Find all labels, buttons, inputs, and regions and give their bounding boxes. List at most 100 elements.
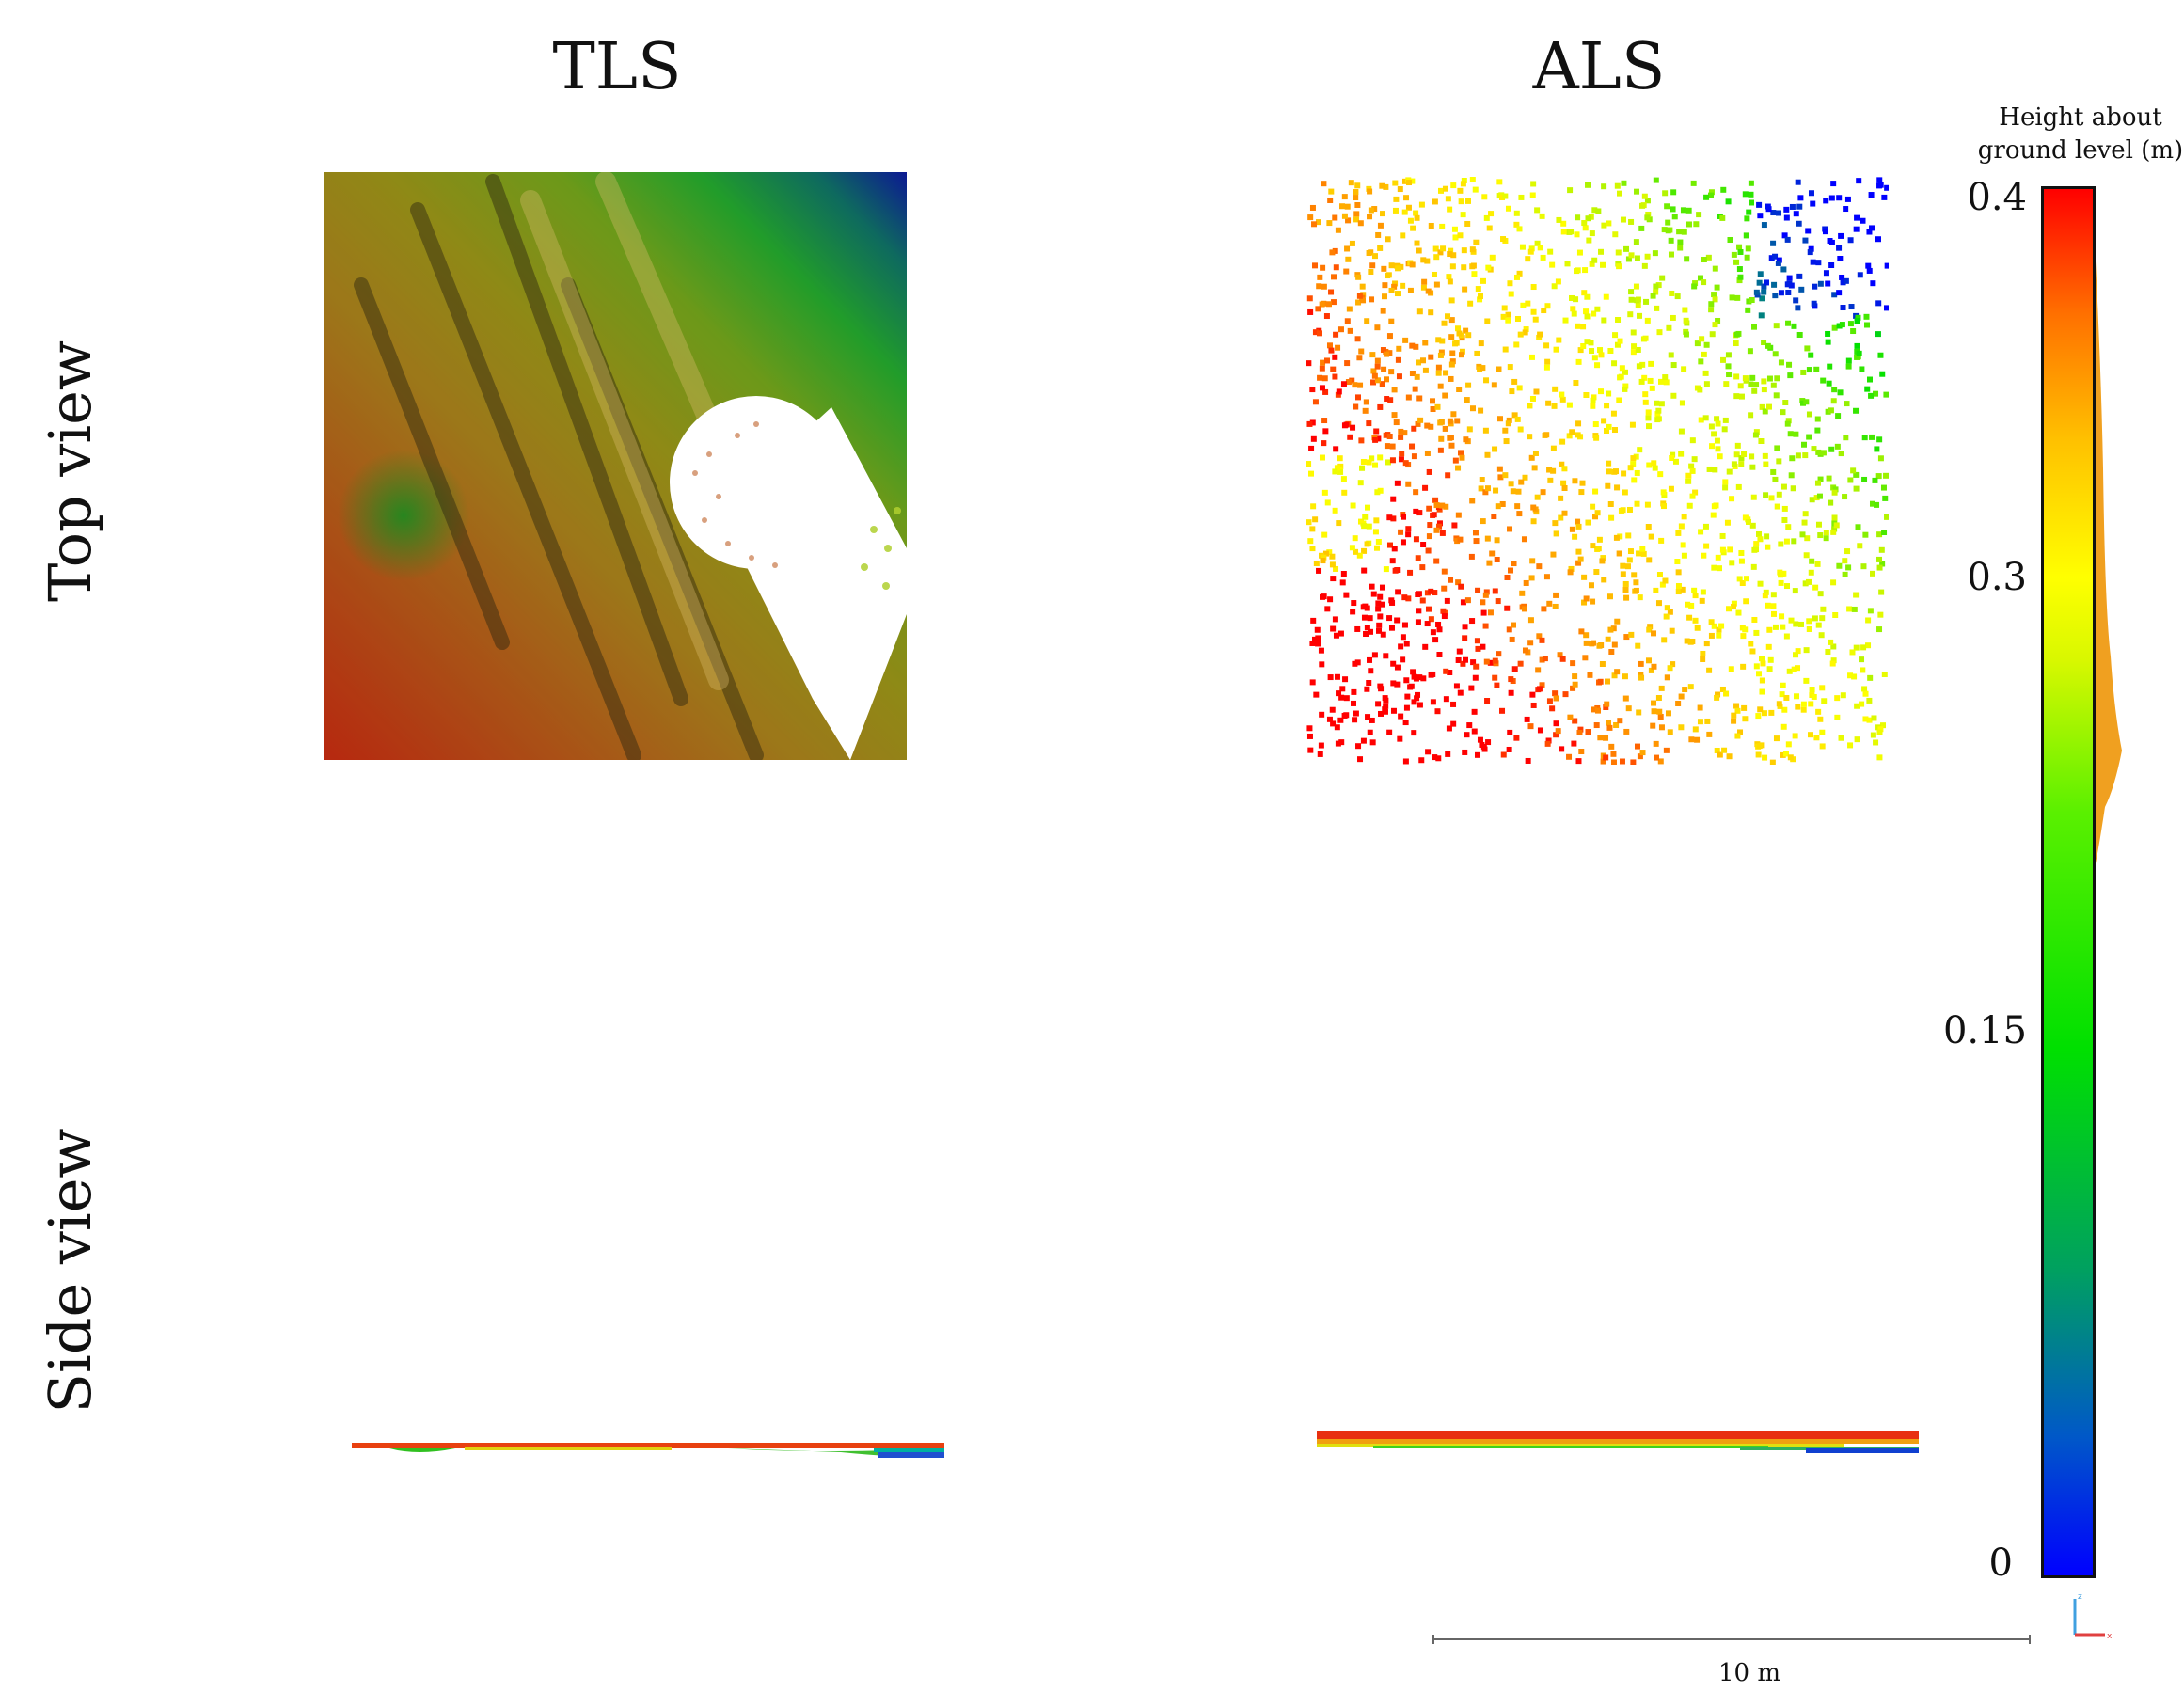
als-point xyxy=(1733,451,1740,458)
als-point xyxy=(1420,542,1427,548)
als-point xyxy=(1435,621,1442,627)
als-point xyxy=(1491,514,1497,520)
als-point xyxy=(1712,265,1718,272)
als-point xyxy=(1484,698,1491,704)
als-point xyxy=(1770,382,1777,388)
als-point xyxy=(1514,416,1521,422)
als-point xyxy=(1784,420,1791,427)
als-point xyxy=(1680,207,1686,214)
als-point xyxy=(1366,679,1372,686)
als-point xyxy=(1553,346,1559,353)
als-point xyxy=(1330,625,1337,632)
als-point xyxy=(1733,259,1740,265)
als-point xyxy=(1856,178,1862,184)
als-point xyxy=(1828,407,1834,414)
als-point xyxy=(1785,418,1792,424)
als-point xyxy=(1701,351,1707,357)
als-point xyxy=(1828,499,1834,506)
gizmo-x-label: x xyxy=(2107,1632,2113,1641)
als-point xyxy=(1880,484,1887,491)
als-point xyxy=(1657,758,1664,765)
als-point xyxy=(1741,451,1748,457)
als-point xyxy=(1307,214,1314,221)
als-point xyxy=(1683,317,1689,324)
als-point xyxy=(1322,428,1329,435)
als-point xyxy=(1670,451,1676,458)
als-point xyxy=(1544,740,1551,747)
als-point xyxy=(1843,277,1849,284)
als-point xyxy=(1592,421,1599,428)
als-point xyxy=(1661,227,1668,233)
als-point xyxy=(1309,419,1316,426)
als-point xyxy=(1591,310,1597,317)
als-point xyxy=(1620,562,1626,569)
als-point xyxy=(1319,454,1325,461)
als-point xyxy=(1577,556,1584,562)
als-point xyxy=(1595,707,1602,714)
als-point xyxy=(1630,349,1637,356)
als-point xyxy=(1571,740,1577,747)
als-point xyxy=(1776,458,1782,465)
als-point xyxy=(1397,186,1403,193)
als-point xyxy=(1876,556,1883,562)
als-point xyxy=(1783,694,1790,701)
als-point xyxy=(1623,245,1630,252)
als-point xyxy=(1610,751,1617,757)
als-point xyxy=(1496,466,1503,472)
als-point xyxy=(1484,535,1491,542)
als-point xyxy=(1786,275,1793,281)
als-point xyxy=(1442,392,1448,399)
als-point xyxy=(1333,632,1339,639)
als-point xyxy=(1837,389,1844,396)
als-point xyxy=(1492,657,1498,664)
als-point xyxy=(1339,203,1346,210)
als-point xyxy=(1456,387,1463,393)
als-point xyxy=(1579,480,1586,486)
als-point xyxy=(1717,751,1723,758)
als-point xyxy=(1561,510,1568,516)
als-point xyxy=(1740,663,1747,670)
als-point xyxy=(1306,461,1312,467)
als-point xyxy=(1559,391,1565,398)
als-point xyxy=(1544,358,1551,365)
als-point xyxy=(1772,293,1779,299)
als-point xyxy=(1589,348,1595,355)
als-point xyxy=(1567,714,1574,720)
als-point xyxy=(1382,282,1388,289)
als-point xyxy=(1878,546,1885,553)
als-point xyxy=(1687,639,1694,645)
als-point xyxy=(1571,310,1577,317)
als-point xyxy=(1534,207,1541,214)
als-point xyxy=(1366,523,1372,530)
als-point xyxy=(1828,239,1835,245)
als-point xyxy=(1443,696,1449,703)
als-point xyxy=(1448,317,1455,324)
als-point xyxy=(1631,572,1638,578)
als-point xyxy=(1881,671,1888,677)
als-point xyxy=(1692,280,1699,287)
als-point xyxy=(1774,445,1780,451)
als-point xyxy=(1867,376,1874,383)
als-point xyxy=(1776,210,1782,216)
als-point xyxy=(1363,630,1369,637)
als-point xyxy=(1776,701,1782,707)
als-point xyxy=(1628,289,1635,295)
als-point xyxy=(1340,476,1347,482)
als-point xyxy=(1832,611,1839,618)
als-point xyxy=(1795,179,1801,185)
als-point xyxy=(1752,432,1759,438)
als-point xyxy=(1386,514,1393,521)
als-point xyxy=(1495,598,1501,605)
als-point xyxy=(1817,716,1824,722)
als-point xyxy=(1336,388,1342,395)
als-point xyxy=(1349,377,1355,384)
als-point xyxy=(1340,381,1347,387)
als-point xyxy=(1377,403,1384,410)
als-point xyxy=(1787,372,1794,379)
als-point xyxy=(1527,434,1533,440)
als-point xyxy=(1329,706,1336,713)
als-point xyxy=(1379,584,1385,591)
als-point xyxy=(1353,211,1360,217)
als-point xyxy=(1669,454,1675,461)
als-point xyxy=(1613,721,1620,728)
